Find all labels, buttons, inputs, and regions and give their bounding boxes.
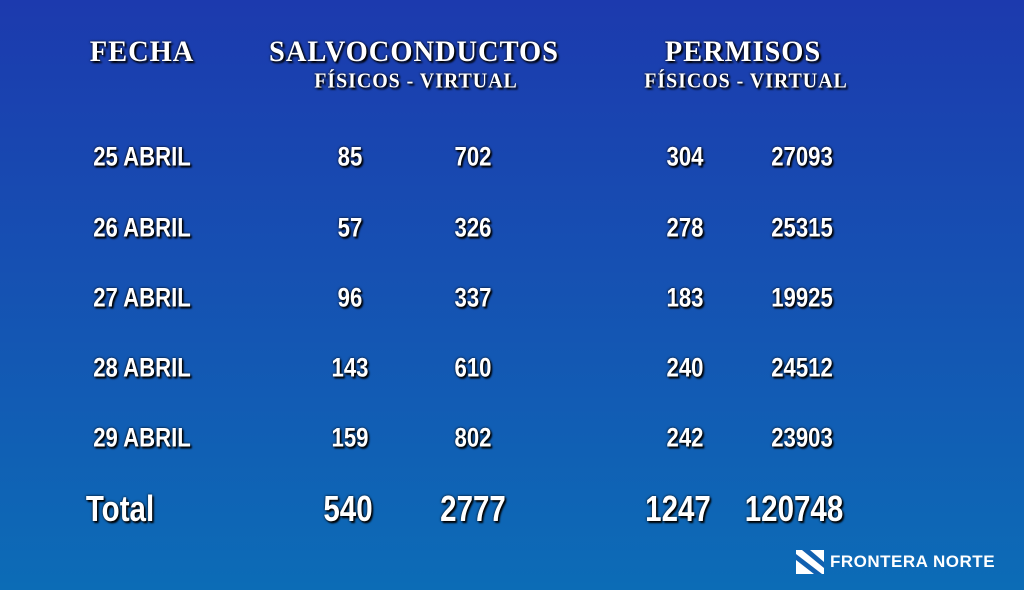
salvo-virtual: 337 [454,282,492,313]
row-date: 25 ABRIL [93,141,191,172]
salvo-virtual: 702 [454,141,492,172]
row-date: 27 ABRIL [93,282,191,313]
salvo-fisicos: 143 [331,352,369,383]
salvo-virtual: 802 [454,422,492,453]
frontera-norte-logo-icon [796,550,824,574]
permisos-fisicos: 240 [666,352,704,383]
subheader-salvoconductos: FÍSICOS - VIRTUAL [314,68,518,93]
header-salvoconductos: SALVOCONDUCTOS [269,35,559,68]
total-salvo-virtual: 2777 [440,488,506,529]
permisos-virtual: 27093 [771,141,833,172]
header-permisos: PERMISOS [664,35,822,68]
permisos-virtual: 23903 [771,422,833,453]
logo-text: FRONTERA NORTE [830,552,996,571]
permisos-fisicos: 278 [666,212,704,243]
permisos-fisicos: 304 [666,141,704,172]
salvo-fisicos: 85 [337,141,363,172]
salvo-fisicos: 96 [337,282,363,313]
total-salvo-fisicos: 540 [323,488,373,529]
frontera-norte-logo: FRONTERA NORTE [796,550,995,574]
total-permisos-fisicos: 1247 [645,488,711,529]
row-date: 28 ABRIL [93,352,191,383]
header-fecha: FECHA [89,35,195,68]
total-label: Total [85,488,155,529]
permisos-virtual: 19925 [771,282,833,313]
subheader-permisos: FÍSICOS - VIRTUAL [644,68,848,93]
total-permisos-virtual: 120748 [744,488,844,529]
permisos-virtual: 25315 [771,212,833,243]
salvo-fisicos: 159 [331,422,369,453]
salvo-virtual: 610 [454,352,492,383]
permisos-fisicos: 183 [666,282,704,313]
permisos-virtual: 24512 [771,352,833,383]
permisos-fisicos: 242 [666,422,704,453]
salvo-fisicos: 57 [337,212,363,243]
row-date: 26 ABRIL [93,212,191,243]
row-date: 29 ABRIL [93,422,191,453]
salvo-virtual: 326 [454,212,492,243]
